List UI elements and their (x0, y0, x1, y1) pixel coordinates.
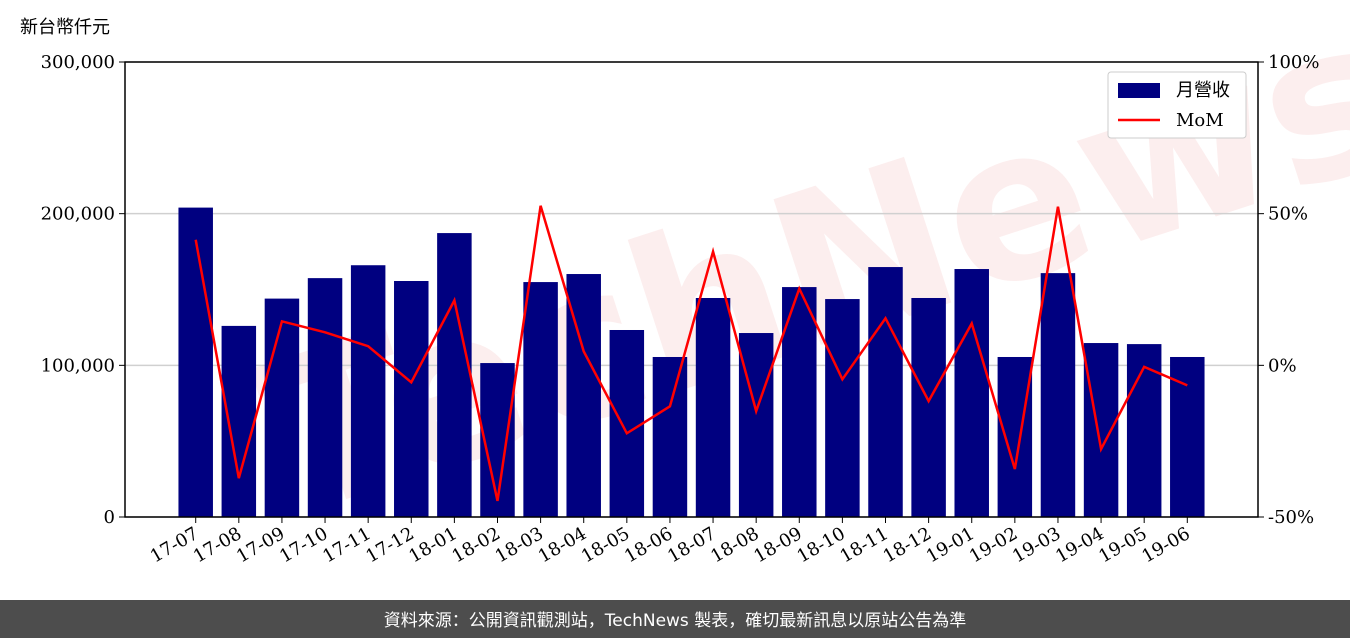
x-tick-label: 18-10 (793, 523, 848, 567)
x-tick-label: 19-04 (1052, 523, 1107, 567)
x-tick-label: 19-01 (923, 523, 978, 567)
x-tick-label: 18-05 (578, 523, 633, 567)
x-tick-label: 18-09 (750, 523, 805, 567)
bar (1126, 344, 1162, 517)
bar (221, 325, 257, 517)
bar (825, 299, 860, 517)
y-tick-label: 300,000 (41, 52, 115, 73)
footer: 資料來源：公開資訊觀測站，TechNews 製表，確切最新訊息以原站公告為準 (384, 611, 966, 631)
plot-frame (124, 61, 1259, 518)
x-tick-label: 18-02 (449, 523, 504, 567)
bar (782, 287, 817, 517)
bar (868, 267, 903, 517)
bar (609, 329, 645, 517)
y-tick-label: 100,000 (41, 355, 115, 376)
x-tick-label: 19-06 (1138, 523, 1193, 567)
bar (1040, 273, 1076, 517)
bar (523, 282, 558, 517)
legend-label: MoM (1176, 110, 1224, 131)
legend-label: 月營收 (1176, 80, 1230, 101)
bar (911, 297, 946, 517)
y-tick-label: 0 (104, 507, 115, 528)
x-tick-label: 17-09 (233, 523, 288, 567)
bar (652, 356, 688, 517)
y-axis-label: 新台幣仟元 (20, 17, 110, 38)
bar (1083, 343, 1119, 517)
x-tick-label: 18-04 (535, 523, 590, 567)
bar (350, 265, 386, 517)
legend-swatch (1118, 83, 1160, 98)
x-tick-label: 18-11 (837, 523, 892, 567)
bar (178, 207, 213, 517)
x-tick-label: 17-07 (147, 523, 202, 567)
bar (954, 269, 989, 517)
bar (307, 278, 343, 517)
x-tick-label: 18-07 (664, 523, 719, 567)
bar (695, 297, 731, 517)
bar (264, 298, 300, 517)
x-tick-label: 18-12 (880, 523, 935, 567)
bar (997, 356, 1033, 517)
footer-bar (0, 600, 1350, 638)
bar (480, 363, 515, 517)
line (194, 205, 1188, 502)
y2-tick-label: -50% (1268, 507, 1314, 528)
x-tick-label: 17-08 (190, 523, 245, 567)
x-tick-label: 19-03 (1009, 523, 1064, 567)
bar (394, 281, 429, 517)
y2-tick-label: 50% (1268, 204, 1308, 225)
y2-tick-label: 100% (1268, 52, 1319, 73)
x-tick-label: 19-02 (966, 523, 1021, 567)
bar (1170, 356, 1205, 517)
x-tick-label: 18-03 (492, 523, 547, 567)
x-tick-label: 18-08 (707, 523, 762, 567)
bar (437, 233, 472, 517)
y-tick-label: 200,000 (41, 204, 115, 225)
x-tick-label: 18-01 (405, 523, 460, 567)
y2-tick-label: 0% (1268, 355, 1297, 376)
x-tick-label: 19-05 (1095, 523, 1150, 567)
x-tick-label: 18-06 (621, 523, 676, 567)
bar (738, 333, 774, 517)
